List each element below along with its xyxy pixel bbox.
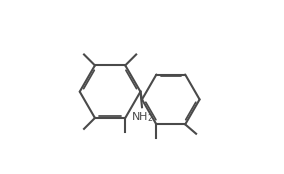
Text: NH$_2$: NH$_2$ — [131, 110, 153, 124]
